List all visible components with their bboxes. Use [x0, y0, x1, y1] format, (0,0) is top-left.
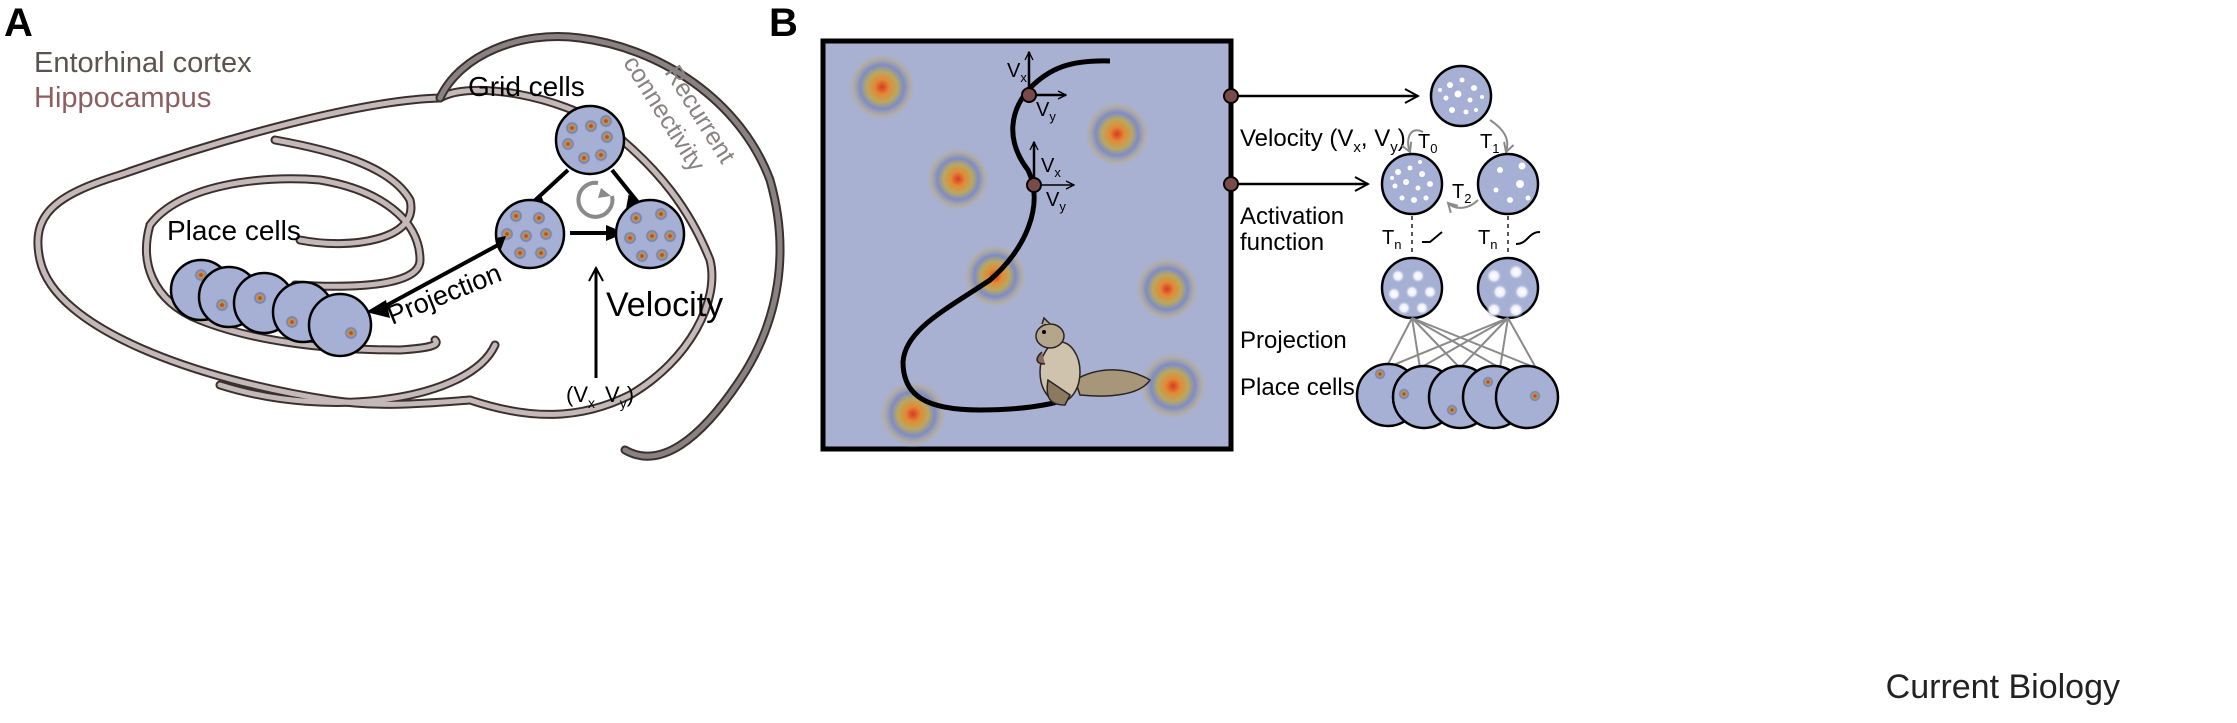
projection-label-b: Projection — [1240, 327, 1347, 354]
activated-cell-right — [1476, 256, 1540, 320]
place-cell-5 — [307, 292, 373, 358]
velocity-vectors-2: Vx Vy — [1026, 142, 1074, 214]
t0-label: T0 — [1418, 131, 1437, 156]
tn-right-label: Tn — [1478, 227, 1497, 252]
place-cells-b — [1355, 362, 1560, 430]
arena-output-nodes — [1223, 88, 1418, 192]
velocity-vars-label: (Vx Vy) — [566, 382, 634, 411]
legend-hippocampus: Hippocampus — [34, 82, 211, 114]
velocity-label: Velocity — [606, 286, 723, 324]
place-fields — [848, 53, 1207, 448]
rnn-cell-right — [1476, 152, 1540, 216]
grid-cell-top — [554, 104, 626, 176]
activated-cell-left — [1380, 256, 1444, 320]
t2-label: T2 — [1452, 181, 1471, 206]
sigmoid-icon — [1515, 231, 1541, 245]
projection-lines-b — [1385, 317, 1537, 369]
velocity-input-label: Velocity (Vx, Vy) — [1240, 125, 1406, 156]
rnn-cell-left — [1380, 152, 1444, 216]
svg-text:Vx: Vx — [1007, 60, 1027, 85]
grid-cell-left — [494, 198, 566, 270]
rnn-cell-top — [1429, 64, 1493, 128]
tn-left-label: Tn — [1382, 227, 1401, 252]
grid-cells-label: Grid cells — [468, 71, 585, 102]
panel-b-letter: B — [769, 1, 798, 45]
squirrel-icon — [1035, 316, 1152, 406]
projection-label: Projection — [383, 258, 506, 331]
place-cell-b-5 — [1494, 364, 1560, 430]
svg-text:Vy: Vy — [1046, 189, 1066, 214]
projection-connector — [366, 236, 506, 318]
svg-text:Vy: Vy — [1036, 99, 1056, 124]
journal-name: Current Biology — [1886, 668, 2120, 706]
grid-cell-right — [614, 198, 686, 270]
panel-a-letter: A — [4, 1, 33, 45]
velocity-vectors-1: Vx Vy — [1007, 52, 1066, 124]
place-cell-chain — [169, 258, 373, 358]
place-cells-label: Place cells — [167, 215, 301, 246]
t1-label: T1 — [1480, 131, 1499, 156]
rnn-transitions — [1408, 119, 1507, 208]
activation-function-label: Activation function — [1240, 203, 1351, 256]
relu-icon — [1422, 231, 1443, 243]
svg-text:Vx: Vx — [1041, 155, 1061, 180]
place-cells-label-b: Place cells — [1240, 374, 1355, 401]
activation-links — [1411, 216, 1509, 256]
grid-cell-top-fields — [561, 114, 614, 165]
legend-entorhinal: Entorhinal cortex — [34, 47, 252, 79]
hippocampus-walls — [33, 32, 785, 461]
arena: Vx Vy Vx Vy — [820, 38, 1234, 452]
grid-network-rotation-icon — [576, 180, 615, 219]
